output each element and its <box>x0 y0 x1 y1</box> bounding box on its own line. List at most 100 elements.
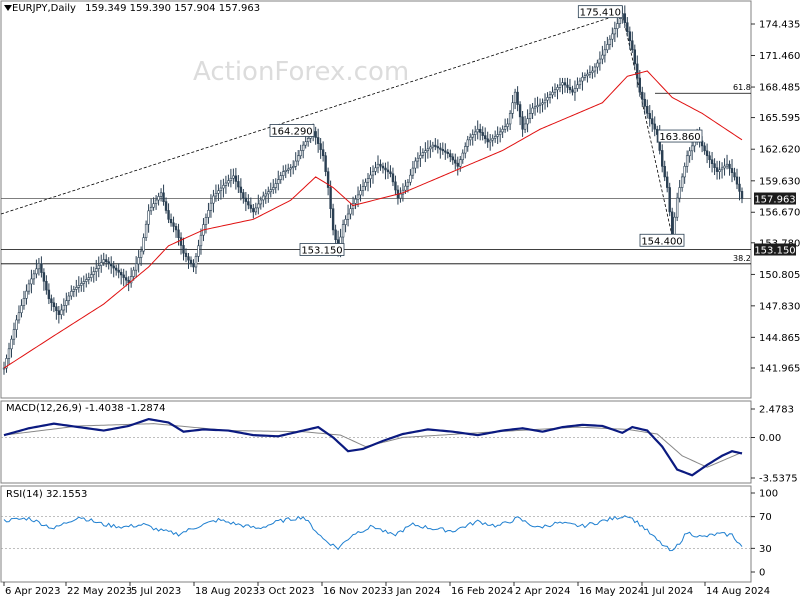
candle-body <box>179 237 183 246</box>
candle-body <box>30 278 33 285</box>
candle-body <box>356 194 360 200</box>
candle-body <box>132 269 135 277</box>
candle-body <box>730 168 734 173</box>
candle-body <box>172 222 175 227</box>
candle-body <box>20 305 23 314</box>
candle-body <box>72 289 76 292</box>
x-tick-label: 18 Aug 2023 <box>195 586 259 597</box>
price-tick-label: 150.805 <box>759 270 800 281</box>
candle-body <box>189 259 193 264</box>
candle-body <box>441 149 445 152</box>
candle-body <box>518 104 522 118</box>
candle-body <box>212 195 215 204</box>
candle-body <box>326 171 330 188</box>
candle-body <box>511 102 514 114</box>
price-tick-label: 141.965 <box>759 364 800 375</box>
candle-body <box>341 224 345 238</box>
candle-body <box>586 73 589 77</box>
candle-body <box>419 155 422 159</box>
candle-body <box>668 187 671 213</box>
candle-body <box>638 77 641 93</box>
candle-body <box>50 298 53 304</box>
label-153-150-box <box>299 243 345 256</box>
candle-body <box>174 226 178 231</box>
candle-body <box>613 28 617 35</box>
candle-body <box>508 113 512 125</box>
candle-body <box>618 18 622 24</box>
candle-body <box>15 319 18 330</box>
rsi-title: RSI(14) 32.1553 <box>6 489 88 500</box>
candle-body <box>374 167 377 172</box>
candle-body <box>80 283 83 286</box>
macd-panel-frame <box>0 400 752 484</box>
candle-body <box>364 181 367 187</box>
candle-body <box>351 203 355 210</box>
current-price-badge <box>754 192 796 205</box>
candle-body <box>55 306 58 311</box>
candle-body <box>257 203 260 209</box>
candle-body <box>416 157 420 162</box>
support-badge <box>754 243 796 256</box>
candle-body <box>224 182 228 186</box>
label-154-400: 154.400 <box>641 236 682 247</box>
candle-body <box>409 174 412 183</box>
candle-body <box>496 134 499 137</box>
candle-body <box>269 189 272 193</box>
candle-body <box>593 66 597 72</box>
candle-body <box>124 277 128 281</box>
candle-body <box>541 102 544 105</box>
candle-body <box>371 171 375 176</box>
candle-body <box>708 155 711 161</box>
fib-38-label: 38.2 <box>733 254 751 263</box>
candle-body <box>678 187 681 199</box>
candle-body <box>57 310 61 315</box>
candle-body <box>573 88 577 93</box>
candle-body <box>670 211 674 237</box>
candle-body <box>7 348 11 359</box>
candle-body <box>424 150 427 153</box>
candle-body <box>227 180 230 184</box>
candle-body <box>274 183 277 188</box>
candle-body <box>386 169 390 173</box>
candle-body <box>683 166 686 178</box>
macd-tick-label: 2.4783 <box>759 405 794 416</box>
candle-body <box>262 195 265 201</box>
x-tick-label: 3 Oct 2023 <box>259 586 314 597</box>
candle-body <box>237 181 240 188</box>
price-tick-label: 168.485 <box>759 83 800 94</box>
candle-body <box>110 263 113 267</box>
candle-body <box>299 150 302 157</box>
x-tick-label: 16 May 2024 <box>579 586 644 597</box>
candle-body <box>114 267 118 271</box>
candle-body <box>92 271 95 275</box>
candle-body <box>479 128 482 133</box>
x-tick-label: 16 Nov 2023 <box>323 586 387 597</box>
candle-body <box>551 91 554 96</box>
candle-body <box>10 338 13 350</box>
candle-body <box>82 281 85 284</box>
candle-body <box>27 283 31 292</box>
price-tick-label: 147.830 <box>759 301 800 312</box>
candle-body <box>147 210 150 225</box>
candle-body <box>533 106 537 109</box>
candle-body <box>287 168 290 171</box>
candle-body <box>294 160 297 167</box>
candle-body <box>633 49 636 65</box>
candle-body <box>384 167 387 171</box>
candle-body <box>122 274 125 278</box>
candle-body <box>456 162 459 167</box>
candle-body <box>738 183 741 192</box>
candle-body <box>77 285 80 288</box>
collapse-triangle-icon[interactable] <box>4 5 12 11</box>
candle-body <box>344 219 347 225</box>
candle-body <box>596 62 599 68</box>
candle-body <box>60 309 63 315</box>
candle-body <box>144 223 148 238</box>
candle-body <box>222 185 225 189</box>
candle-body <box>142 237 145 252</box>
candle-body <box>194 256 198 268</box>
candle-body <box>483 135 487 140</box>
candle-body <box>561 82 564 86</box>
symbol-label: EURJPY,Daily <box>12 3 76 14</box>
